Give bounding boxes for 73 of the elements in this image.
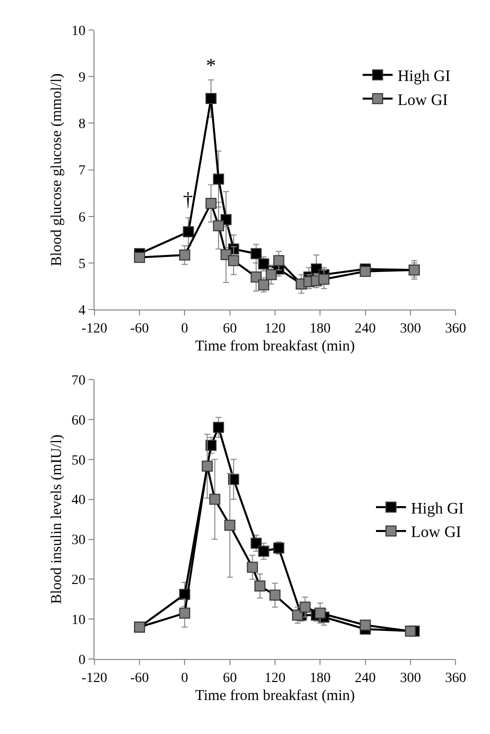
- point: [250, 271, 262, 282]
- point: [213, 174, 224, 185]
- legend-label: Low GI: [398, 92, 448, 109]
- x-tick-label: 300: [400, 670, 421, 686]
- annotation: †: [183, 189, 193, 211]
- point: [292, 610, 304, 621]
- point: [246, 562, 258, 573]
- point: [206, 440, 217, 451]
- point: [202, 460, 213, 472]
- point: [213, 220, 224, 232]
- y-tick-label: 50: [72, 453, 86, 468]
- x-tick-label: 240: [354, 321, 376, 336]
- y-tick-label: 20: [72, 573, 86, 588]
- point: [273, 255, 284, 266]
- y-tick-label: 0: [78, 652, 86, 668]
- point: [258, 546, 270, 557]
- x-tick-label: 60: [222, 670, 237, 686]
- point: [206, 198, 217, 209]
- y-tick-label: 70: [72, 373, 86, 388]
- x-tick-label: -60: [130, 670, 149, 686]
- y-tick-label: 10: [72, 24, 86, 39]
- x-axis-title: Time from breakfast (min): [195, 688, 355, 704]
- point: [209, 494, 220, 505]
- y-tick-label: 10: [72, 613, 86, 628]
- y-axis-title: Blood glucose glucose (mmol/l): [48, 73, 65, 266]
- y-tick-label: 8: [78, 117, 86, 132]
- x-tick-label: -120: [82, 321, 108, 336]
- point: [134, 252, 146, 263]
- y-tick-label: 6: [78, 210, 86, 226]
- point: [266, 269, 277, 280]
- y-tick-label: 30: [72, 533, 86, 548]
- y-tick-label: 7: [78, 164, 86, 179]
- y-tick-label: 60: [72, 413, 86, 428]
- y-tick-label: 9: [78, 70, 86, 86]
- x-tick-label: 180: [310, 670, 331, 686]
- point: [250, 248, 262, 260]
- x-tick-label: 0: [181, 321, 188, 336]
- point: [224, 520, 236, 531]
- point: [179, 608, 190, 619]
- legend-label: High GI: [398, 68, 451, 86]
- point: [213, 422, 224, 433]
- x-tick-label: 0: [181, 670, 188, 686]
- x-tick-label: 120: [264, 321, 286, 336]
- x-tick-label: 60: [222, 321, 237, 336]
- y-tick-label: 5: [78, 256, 86, 272]
- x-tick-label: 300: [400, 321, 421, 336]
- y-axis-title: Blood insulin levels (mIU/l): [48, 434, 65, 604]
- x-tick-label: 120: [264, 670, 286, 686]
- x-tick-label: 180: [310, 321, 331, 336]
- annotation: *: [206, 55, 216, 77]
- point: [182, 226, 194, 238]
- legend-label: Low GI: [411, 524, 462, 542]
- point: [360, 620, 371, 631]
- point: [228, 255, 240, 266]
- legend-label: High GI: [411, 500, 464, 518]
- point: [206, 92, 217, 104]
- x-tick-label: -60: [130, 321, 149, 336]
- point: [318, 274, 330, 285]
- point: [300, 602, 311, 613]
- x-tick-label: 360: [445, 670, 466, 686]
- x-axis-title: Time from breakfast (min): [195, 338, 355, 354]
- point: [179, 250, 190, 261]
- point: [404, 626, 416, 637]
- x-tick-label: 240: [354, 670, 376, 686]
- y-tick-label: 40: [72, 493, 86, 508]
- point: [269, 590, 280, 601]
- x-tick-label: 360: [445, 321, 466, 336]
- x-tick-label: -120: [82, 670, 108, 686]
- point: [228, 474, 240, 485]
- y-tick-label: 4: [78, 303, 86, 318]
- point: [250, 538, 262, 549]
- point: [254, 580, 266, 592]
- point: [314, 608, 326, 619]
